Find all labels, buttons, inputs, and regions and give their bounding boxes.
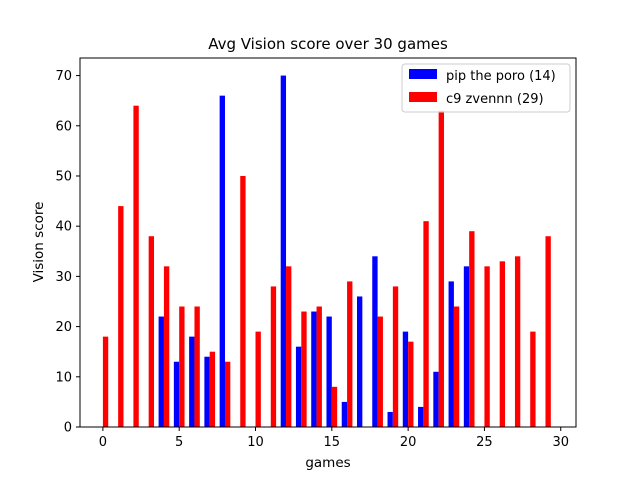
y-tick-label: 0 bbox=[64, 421, 72, 436]
y-tick-label: 10 bbox=[55, 370, 72, 385]
legend-label-c9-zvennn: c9 zvennn (29) bbox=[446, 92, 544, 107]
y-tick-label: 70 bbox=[55, 69, 72, 84]
y-axis-label: Vision score bbox=[31, 202, 47, 283]
x-axis-label: games bbox=[305, 455, 350, 471]
x-tick-label: 5 bbox=[175, 435, 183, 450]
bar-series0-game-5 bbox=[173, 361, 180, 427]
bars-layer bbox=[102, 75, 551, 428]
x-tick-label: 20 bbox=[400, 435, 417, 450]
bar-series0-game-22 bbox=[433, 371, 439, 427]
bar-series1-game-20 bbox=[408, 341, 414, 427]
bar-series1-game-16 bbox=[347, 281, 353, 427]
bar-series0-game-15 bbox=[326, 316, 332, 427]
chart-title: Avg Vision score over 30 games bbox=[208, 35, 448, 53]
x-tick-label: 0 bbox=[99, 435, 107, 450]
y-tick-label: 50 bbox=[55, 169, 72, 184]
bar-series1-game-19 bbox=[392, 286, 399, 427]
bar-series0-game-8 bbox=[219, 95, 225, 427]
x-tick-label: 30 bbox=[552, 435, 569, 450]
bar-series0-game-21 bbox=[418, 406, 424, 427]
bar-series1-game-21 bbox=[423, 221, 429, 427]
legend-frame bbox=[401, 63, 571, 113]
bar-series1-game-15 bbox=[331, 386, 338, 427]
bar-series1-game-23 bbox=[453, 306, 460, 427]
bar-series0-game-7 bbox=[204, 356, 210, 427]
bar-series1-game-8 bbox=[224, 361, 231, 427]
bar-series0-game-24 bbox=[463, 266, 470, 427]
bar-series1-game-10 bbox=[255, 331, 261, 427]
x-tick-label: 15 bbox=[324, 435, 341, 450]
bar-series1-game-6 bbox=[194, 306, 200, 427]
bar-series0-game-4 bbox=[158, 316, 164, 427]
bar-series1-game-14 bbox=[316, 306, 322, 427]
legend-swatch-pip-the-poro bbox=[409, 69, 437, 79]
bar-series0-game-16 bbox=[341, 401, 348, 427]
bar-series1-game-1 bbox=[118, 206, 124, 427]
bar-series0-game-14 bbox=[311, 311, 317, 427]
y-tick-label: 30 bbox=[55, 270, 72, 285]
bar-series1-game-7 bbox=[209, 351, 216, 427]
x-tick-label: 25 bbox=[476, 435, 493, 450]
bar-series1-game-11 bbox=[270, 286, 277, 427]
bar-series0-game-6 bbox=[189, 336, 195, 427]
y-axis-ticks: 0 10 20 30 40 50 60 70 bbox=[55, 69, 80, 436]
bar-series1-game-18 bbox=[377, 316, 383, 427]
x-tick-label: 10 bbox=[247, 435, 264, 450]
bar-series1-game-3 bbox=[148, 236, 155, 427]
plot-frame bbox=[79, 57, 577, 428]
bar-series1-game-9 bbox=[240, 175, 246, 427]
bar-series1-game-28 bbox=[530, 331, 536, 427]
bar-series1-game-25 bbox=[484, 266, 490, 427]
bar-series0-game-18 bbox=[372, 256, 378, 427]
bar-series1-game-26 bbox=[499, 261, 506, 427]
y-tick-label: 60 bbox=[55, 119, 72, 134]
bar-series1-game-4 bbox=[163, 266, 170, 427]
bar-series1-game-5 bbox=[179, 306, 185, 427]
y-tick-label: 40 bbox=[55, 220, 72, 235]
bar-series0-game-17 bbox=[356, 296, 363, 427]
bar-series1-game-2 bbox=[133, 105, 139, 427]
y-tick-label: 20 bbox=[55, 320, 72, 335]
bar-series1-game-13 bbox=[301, 311, 307, 427]
bar-series1-game-22 bbox=[438, 110, 444, 427]
legend-label-pip-the-poro: pip the poro (14) bbox=[446, 69, 556, 84]
bar-series0-game-12 bbox=[280, 75, 287, 428]
bar-series0-game-23 bbox=[448, 281, 454, 427]
bar-series1-game-0 bbox=[102, 336, 109, 427]
bar-series1-game-29 bbox=[545, 236, 551, 427]
bar-series1-game-27 bbox=[514, 256, 521, 427]
bar-series0-game-19 bbox=[387, 411, 393, 427]
bar-series0-game-20 bbox=[402, 331, 409, 427]
legend: pip the poro (14) c9 zvennn (29) bbox=[401, 63, 571, 113]
legend-swatch-c9-zvennn bbox=[409, 92, 437, 102]
x-axis-ticks: 0 5 10 15 20 25 30 bbox=[99, 427, 569, 450]
bar-series1-game-12 bbox=[286, 266, 292, 427]
bar-series0-game-13 bbox=[295, 346, 302, 427]
bar-series1-game-24 bbox=[469, 231, 475, 427]
